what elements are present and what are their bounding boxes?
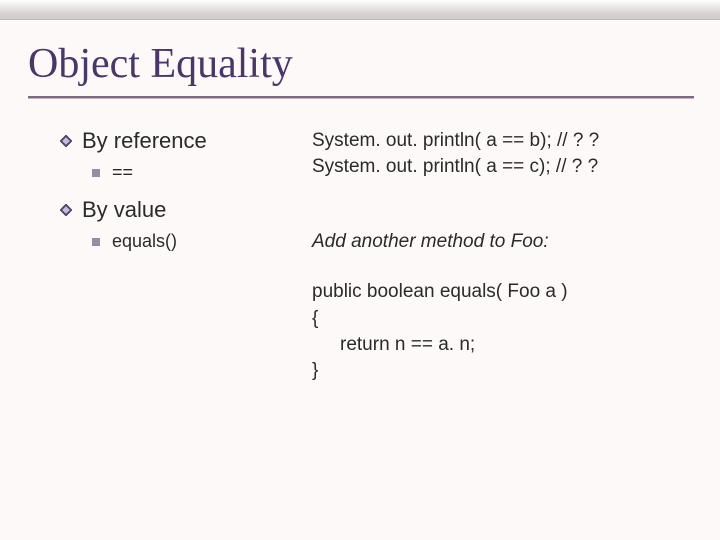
- square-bullet-icon: [92, 169, 100, 177]
- bullet-label: By reference: [82, 128, 207, 154]
- content-area: By reference == By value equals() System…: [0, 128, 720, 384]
- method-body: return n == a. n;: [312, 332, 700, 358]
- brace-close: }: [312, 358, 700, 384]
- sub-bullet-label: equals(): [112, 231, 177, 252]
- slide-title: Object Equality: [28, 40, 720, 88]
- diamond-bullet-icon: [60, 135, 72, 147]
- square-bullet-icon: [92, 238, 100, 246]
- title-underline: [28, 96, 694, 98]
- left-column: By reference == By value equals(): [0, 128, 290, 384]
- bullet-by-value: By value: [60, 197, 290, 223]
- sub-bullet-equals: equals(): [92, 231, 290, 252]
- diamond-bullet-icon: [60, 204, 72, 216]
- method-signature: public boolean equals( Foo a ): [312, 279, 700, 305]
- sub-bullet-label: ==: [112, 162, 133, 183]
- method-code-block: public boolean equals( Foo a ) { return …: [312, 279, 700, 384]
- bullet-by-reference: By reference: [60, 128, 290, 154]
- sub-bullet-eqeq: ==: [92, 162, 290, 183]
- code-line-2: System. out. println( a == c); // ? ?: [312, 154, 700, 180]
- bullet-label: By value: [82, 197, 166, 223]
- brace-open: {: [312, 306, 700, 332]
- right-column: System. out. println( a == b); // ? ? Sy…: [290, 128, 720, 384]
- window-top-bar: [0, 0, 720, 20]
- instruction-text: Add another method to Foo:: [312, 231, 700, 253]
- code-line-1: System. out. println( a == b); // ? ?: [312, 128, 700, 154]
